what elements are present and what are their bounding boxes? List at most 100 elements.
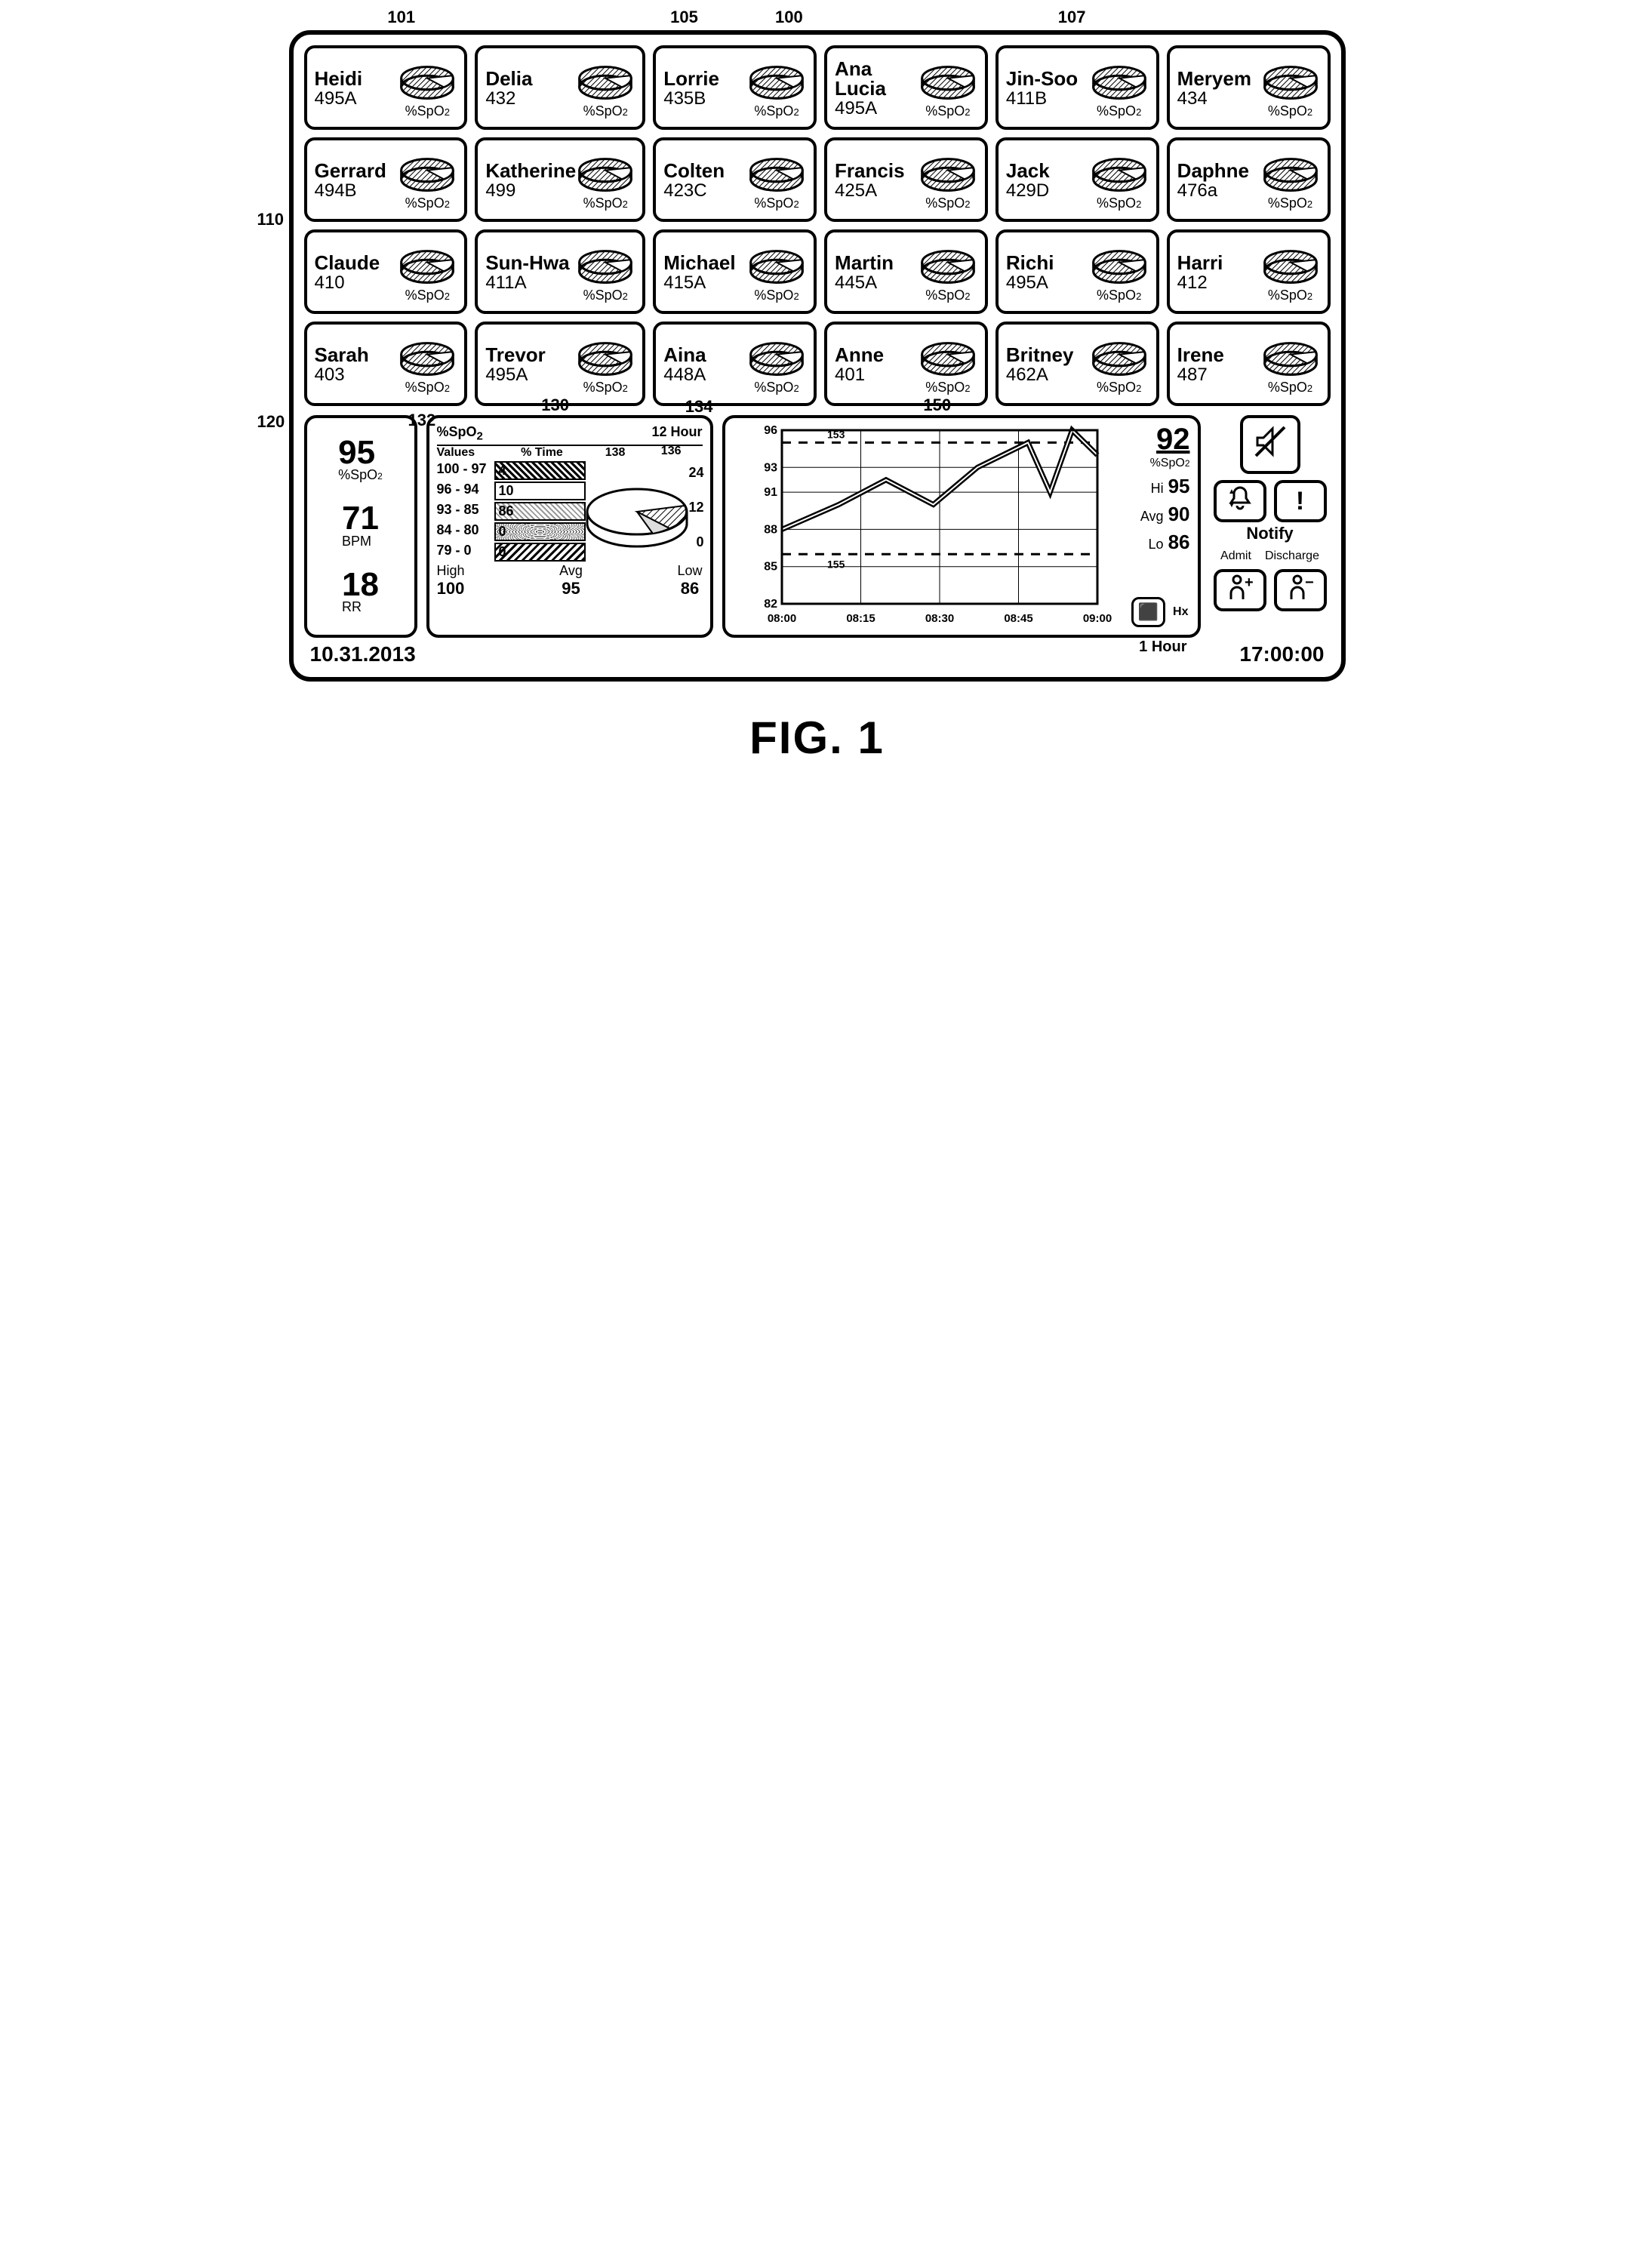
history-icon[interactable]: ⬛: [1131, 597, 1165, 627]
patient-tile[interactable]: Claude 410 %SpO2: [304, 229, 468, 314]
patient-room: 411B: [1006, 90, 1090, 108]
patient-pie: %SpO2: [1261, 242, 1320, 303]
patient-room: 499: [485, 182, 576, 200]
patient-tile[interactable]: Delia 432 %SpO2: [475, 45, 645, 130]
alert-icon: !: [1296, 487, 1304, 516]
monitor-screen: 100 101 105 107 110 120 Heidi 495A %SpO2…: [289, 30, 1346, 682]
patient-tile[interactable]: Michael 415A %SpO2: [653, 229, 817, 314]
bucket-span[interactable]: 12 Hour: [651, 424, 702, 443]
patient-tile[interactable]: Irene 487 %SpO2: [1167, 322, 1331, 406]
callout-107: 107: [1058, 8, 1086, 27]
patient-room: 412: [1177, 274, 1261, 292]
patient-room: 429D: [1006, 182, 1090, 200]
patient-name: Katherine: [485, 161, 576, 180]
bucket-pie: [580, 466, 694, 557]
patient-room: 476a: [1177, 182, 1261, 200]
patient-pie: %SpO2: [747, 58, 806, 119]
svg-text:82: 82: [764, 598, 777, 611]
vitals-panel: 95 %SpO2 71 BPM 18 RR: [304, 415, 417, 638]
patient-room: 410: [315, 274, 398, 292]
patient-tile[interactable]: Anne 401 %SpO2: [824, 322, 988, 406]
svg-text:155: 155: [827, 558, 845, 570]
svg-text:−: −: [1305, 574, 1314, 591]
patient-tile[interactable]: Daphne 476a %SpO2: [1167, 137, 1331, 222]
alarm-button[interactable]: ▲▼: [1214, 480, 1266, 522]
patient-room: 495A: [835, 100, 919, 118]
patient-pie: %SpO2: [1261, 58, 1320, 119]
patient-room: 403: [315, 366, 398, 384]
rr-value: 18: [342, 570, 379, 600]
patient-tile[interactable]: Britney 462A %SpO2: [995, 322, 1159, 406]
patient-name: Jin-Soo: [1006, 69, 1090, 88]
patient-pie: %SpO2: [1090, 150, 1149, 211]
svg-text:08:30: 08:30: [925, 612, 953, 625]
bpm-value: 71: [342, 503, 379, 534]
discharge-button[interactable]: −: [1274, 569, 1327, 611]
patient-tile[interactable]: Meryem 434 %SpO2: [1167, 45, 1331, 130]
svg-text:93: 93: [764, 461, 777, 474]
history-label[interactable]: Hx: [1173, 605, 1188, 619]
svg-text:88: 88: [764, 523, 777, 536]
patient-pie: %SpO2: [1090, 334, 1149, 395]
patient-pie: %SpO2: [398, 150, 457, 211]
patient-tile[interactable]: Richi 495A %SpO2: [995, 229, 1159, 314]
trend-span[interactable]: 1 Hour: [1139, 639, 1186, 656]
patient-name: Lorrie: [663, 69, 747, 88]
bucket-row: 84 - 800: [437, 522, 586, 541]
patient-tile[interactable]: Aina 448A %SpO2: [653, 322, 817, 406]
patient-tile[interactable]: Sarah 403 %SpO2: [304, 322, 468, 406]
spo2-value: 95: [338, 438, 383, 468]
patient-tile[interactable]: Francis 425A %SpO2: [824, 137, 988, 222]
patient-name: Sun-Hwa: [485, 253, 576, 272]
patient-name: Trevor: [485, 345, 576, 365]
patient-tile[interactable]: Gerrard 494B %SpO2: [304, 137, 468, 222]
patient-name: Colten: [663, 161, 747, 180]
notify-button[interactable]: !: [1274, 480, 1327, 522]
svg-text:▼: ▼: [1228, 501, 1236, 509]
mute-button[interactable]: [1240, 415, 1300, 474]
patient-tile[interactable]: Trevor 495A %SpO2: [475, 322, 645, 406]
patient-tile[interactable]: Sun-Hwa 411A %SpO2: [475, 229, 645, 314]
patient-tile[interactable]: Colten 423C %SpO2: [653, 137, 817, 222]
bucket-row: 96 - 9410: [437, 482, 586, 500]
patient-pie: %SpO2: [1261, 334, 1320, 395]
patient-tile[interactable]: Harri 412 %SpO2: [1167, 229, 1331, 314]
patient-room: 401: [835, 366, 919, 384]
patient-room: 487: [1177, 366, 1261, 384]
patient-pie: %SpO2: [919, 334, 977, 395]
patient-pie: %SpO2: [398, 242, 457, 303]
patient-pie: %SpO2: [576, 150, 635, 211]
patient-name: Gerrard: [315, 161, 398, 180]
patient-tile[interactable]: Martin 445A %SpO2: [824, 229, 988, 314]
patient-pie: %SpO2: [1090, 58, 1149, 119]
patient-tile[interactable]: Katherine 499 %SpO2: [475, 137, 645, 222]
figure-caption: FIG. 1: [289, 712, 1346, 764]
patient-name: Irene: [1177, 345, 1261, 365]
patient-tile[interactable]: Lorrie 435B %SpO2: [653, 45, 817, 130]
patient-pie: %SpO2: [919, 58, 977, 119]
callout-100: 100: [775, 8, 803, 27]
patient-tile[interactable]: Ana Lucia 495A %SpO2: [824, 45, 988, 130]
callout-110: 110: [257, 210, 285, 229]
svg-text:▲: ▲: [1228, 488, 1236, 496]
patient-tile[interactable]: Jack 429D %SpO2: [995, 137, 1159, 222]
discharge-icon: −: [1285, 572, 1316, 609]
patient-pie: %SpO2: [398, 58, 457, 119]
footer-date: 10.31.2013: [310, 642, 416, 666]
admit-button[interactable]: +: [1214, 569, 1266, 611]
control-column: ▲▼ ! Notify Admit Discharge +: [1210, 415, 1331, 638]
callout-101: 101: [387, 8, 415, 27]
admit-icon: +: [1225, 572, 1255, 609]
patient-room: 434: [1177, 90, 1261, 108]
patient-name: Martin: [835, 253, 919, 272]
patient-pie: %SpO2: [747, 150, 806, 211]
patient-name: Aina: [663, 345, 747, 365]
patient-tile[interactable]: Jin-Soo 411B %SpO2: [995, 45, 1159, 130]
trend-panel: 150 96939188858208:0008:1508:3008:4509:0…: [722, 415, 1201, 638]
svg-text:96: 96: [764, 424, 777, 437]
svg-text:152: 152: [1069, 423, 1088, 426]
callout-120: 120: [257, 412, 285, 432]
speaker-mute-icon: [1253, 424, 1288, 466]
patient-tile[interactable]: Heidi 495A %SpO2: [304, 45, 468, 130]
patient-room: 462A: [1006, 366, 1090, 384]
